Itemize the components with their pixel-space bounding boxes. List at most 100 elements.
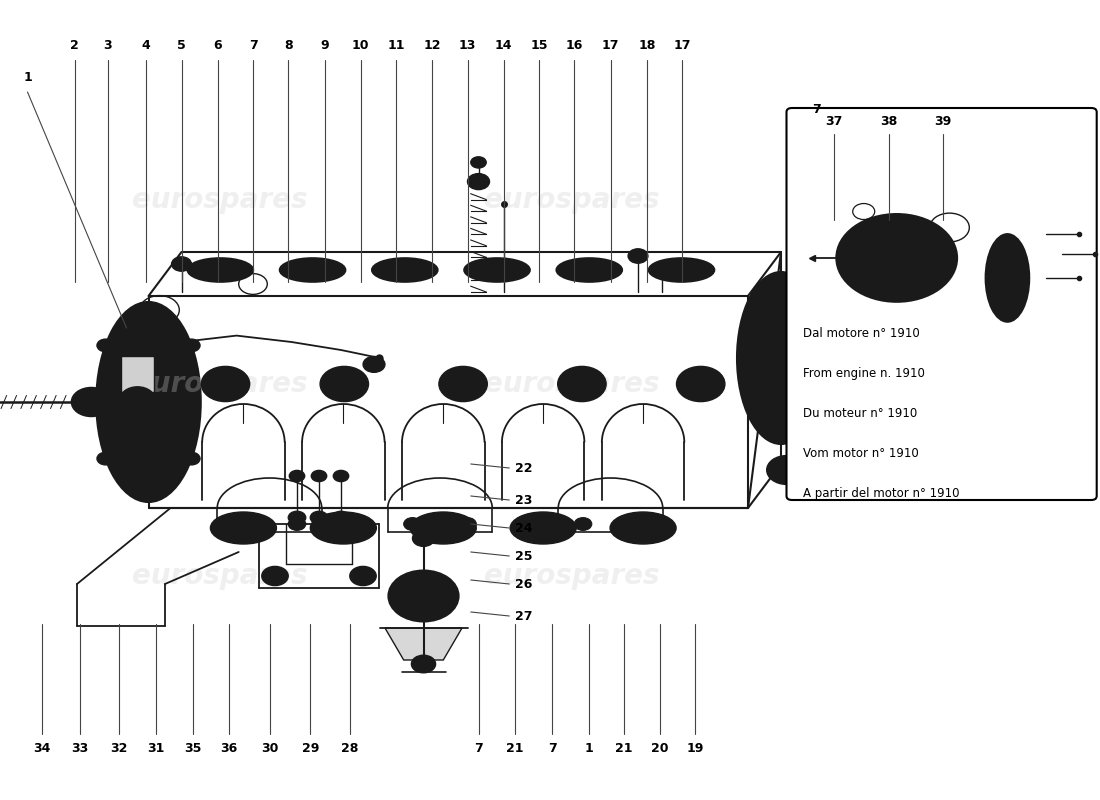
Text: 3: 3 bbox=[103, 39, 112, 52]
Circle shape bbox=[233, 518, 251, 530]
Text: 20: 20 bbox=[651, 742, 669, 755]
Circle shape bbox=[201, 366, 250, 402]
Circle shape bbox=[333, 470, 349, 482]
Text: 1: 1 bbox=[584, 742, 593, 755]
Ellipse shape bbox=[737, 272, 825, 444]
Text: 7: 7 bbox=[249, 39, 257, 52]
Text: 8: 8 bbox=[284, 39, 293, 52]
Circle shape bbox=[172, 257, 191, 271]
Text: 6: 6 bbox=[213, 39, 222, 52]
Text: 31: 31 bbox=[147, 742, 165, 755]
Text: 37: 37 bbox=[825, 115, 843, 128]
Text: eurospares: eurospares bbox=[132, 186, 308, 214]
Circle shape bbox=[412, 530, 434, 546]
Text: Du moteur n° 1910: Du moteur n° 1910 bbox=[803, 407, 917, 420]
Circle shape bbox=[183, 452, 200, 465]
Ellipse shape bbox=[372, 258, 438, 282]
Circle shape bbox=[212, 374, 239, 394]
Text: 26: 26 bbox=[515, 578, 532, 590]
Text: 22: 22 bbox=[515, 462, 532, 474]
Text: 38: 38 bbox=[880, 115, 898, 128]
Circle shape bbox=[310, 511, 328, 524]
Circle shape bbox=[97, 452, 114, 465]
Text: 33: 33 bbox=[72, 742, 89, 755]
Circle shape bbox=[320, 366, 368, 402]
Text: 17: 17 bbox=[673, 39, 691, 52]
Text: 21: 21 bbox=[506, 742, 524, 755]
Ellipse shape bbox=[196, 261, 244, 278]
Text: 19: 19 bbox=[686, 742, 704, 755]
Ellipse shape bbox=[410, 512, 476, 544]
Circle shape bbox=[350, 566, 376, 586]
Text: 23: 23 bbox=[515, 494, 532, 506]
Ellipse shape bbox=[610, 512, 676, 544]
Text: 13: 13 bbox=[459, 39, 476, 52]
Circle shape bbox=[569, 374, 595, 394]
Circle shape bbox=[97, 339, 114, 352]
Ellipse shape bbox=[749, 294, 813, 422]
Text: Vom motor n° 1910: Vom motor n° 1910 bbox=[803, 447, 918, 460]
Text: 28: 28 bbox=[341, 742, 359, 755]
Text: 24: 24 bbox=[515, 522, 532, 534]
Text: 5: 5 bbox=[177, 39, 186, 52]
Ellipse shape bbox=[187, 258, 253, 282]
Circle shape bbox=[459, 518, 476, 530]
Text: eurospares: eurospares bbox=[132, 562, 308, 590]
Text: 32: 32 bbox=[110, 742, 128, 755]
Ellipse shape bbox=[993, 248, 1021, 308]
Text: 17: 17 bbox=[602, 39, 619, 52]
Text: 35: 35 bbox=[184, 742, 201, 755]
Circle shape bbox=[450, 374, 476, 394]
Ellipse shape bbox=[986, 234, 1030, 322]
Circle shape bbox=[404, 518, 421, 530]
Circle shape bbox=[574, 518, 592, 530]
Circle shape bbox=[288, 518, 306, 530]
Text: 12: 12 bbox=[424, 39, 441, 52]
Text: 2: 2 bbox=[70, 39, 79, 52]
Text: 39: 39 bbox=[934, 115, 952, 128]
Ellipse shape bbox=[109, 324, 188, 480]
Text: 14: 14 bbox=[495, 39, 513, 52]
Circle shape bbox=[676, 366, 725, 402]
Text: 10: 10 bbox=[352, 39, 370, 52]
Circle shape bbox=[388, 570, 459, 622]
FancyBboxPatch shape bbox=[786, 108, 1097, 500]
Ellipse shape bbox=[279, 258, 345, 282]
Text: From engine n. 1910: From engine n. 1910 bbox=[803, 367, 925, 380]
Ellipse shape bbox=[210, 512, 276, 544]
Circle shape bbox=[120, 387, 155, 413]
Circle shape bbox=[767, 455, 806, 484]
Text: 21: 21 bbox=[615, 742, 632, 755]
Text: Dal motore n° 1910: Dal motore n° 1910 bbox=[803, 327, 920, 340]
Ellipse shape bbox=[97, 302, 200, 502]
Ellipse shape bbox=[473, 261, 521, 278]
Circle shape bbox=[311, 470, 327, 482]
Ellipse shape bbox=[760, 316, 802, 400]
Text: 7: 7 bbox=[548, 742, 557, 755]
Circle shape bbox=[688, 374, 714, 394]
Circle shape bbox=[289, 470, 305, 482]
Ellipse shape bbox=[464, 258, 530, 282]
Circle shape bbox=[183, 339, 200, 352]
Ellipse shape bbox=[565, 261, 614, 278]
Circle shape bbox=[288, 511, 306, 524]
Text: 25: 25 bbox=[515, 550, 532, 562]
Text: A partir del motor n° 1910: A partir del motor n° 1910 bbox=[803, 487, 959, 500]
Circle shape bbox=[468, 174, 490, 190]
Circle shape bbox=[836, 214, 957, 302]
Circle shape bbox=[411, 655, 436, 673]
Ellipse shape bbox=[381, 261, 429, 278]
Circle shape bbox=[331, 374, 358, 394]
Text: 1: 1 bbox=[23, 71, 32, 84]
Circle shape bbox=[558, 366, 606, 402]
Ellipse shape bbox=[122, 350, 175, 454]
Text: 4: 4 bbox=[142, 39, 151, 52]
Text: 27: 27 bbox=[515, 610, 532, 622]
Ellipse shape bbox=[288, 261, 337, 278]
Ellipse shape bbox=[649, 258, 715, 282]
Text: 18: 18 bbox=[638, 39, 656, 52]
Ellipse shape bbox=[510, 512, 576, 544]
Text: 30: 30 bbox=[261, 742, 278, 755]
Circle shape bbox=[629, 518, 647, 530]
Circle shape bbox=[363, 357, 385, 373]
